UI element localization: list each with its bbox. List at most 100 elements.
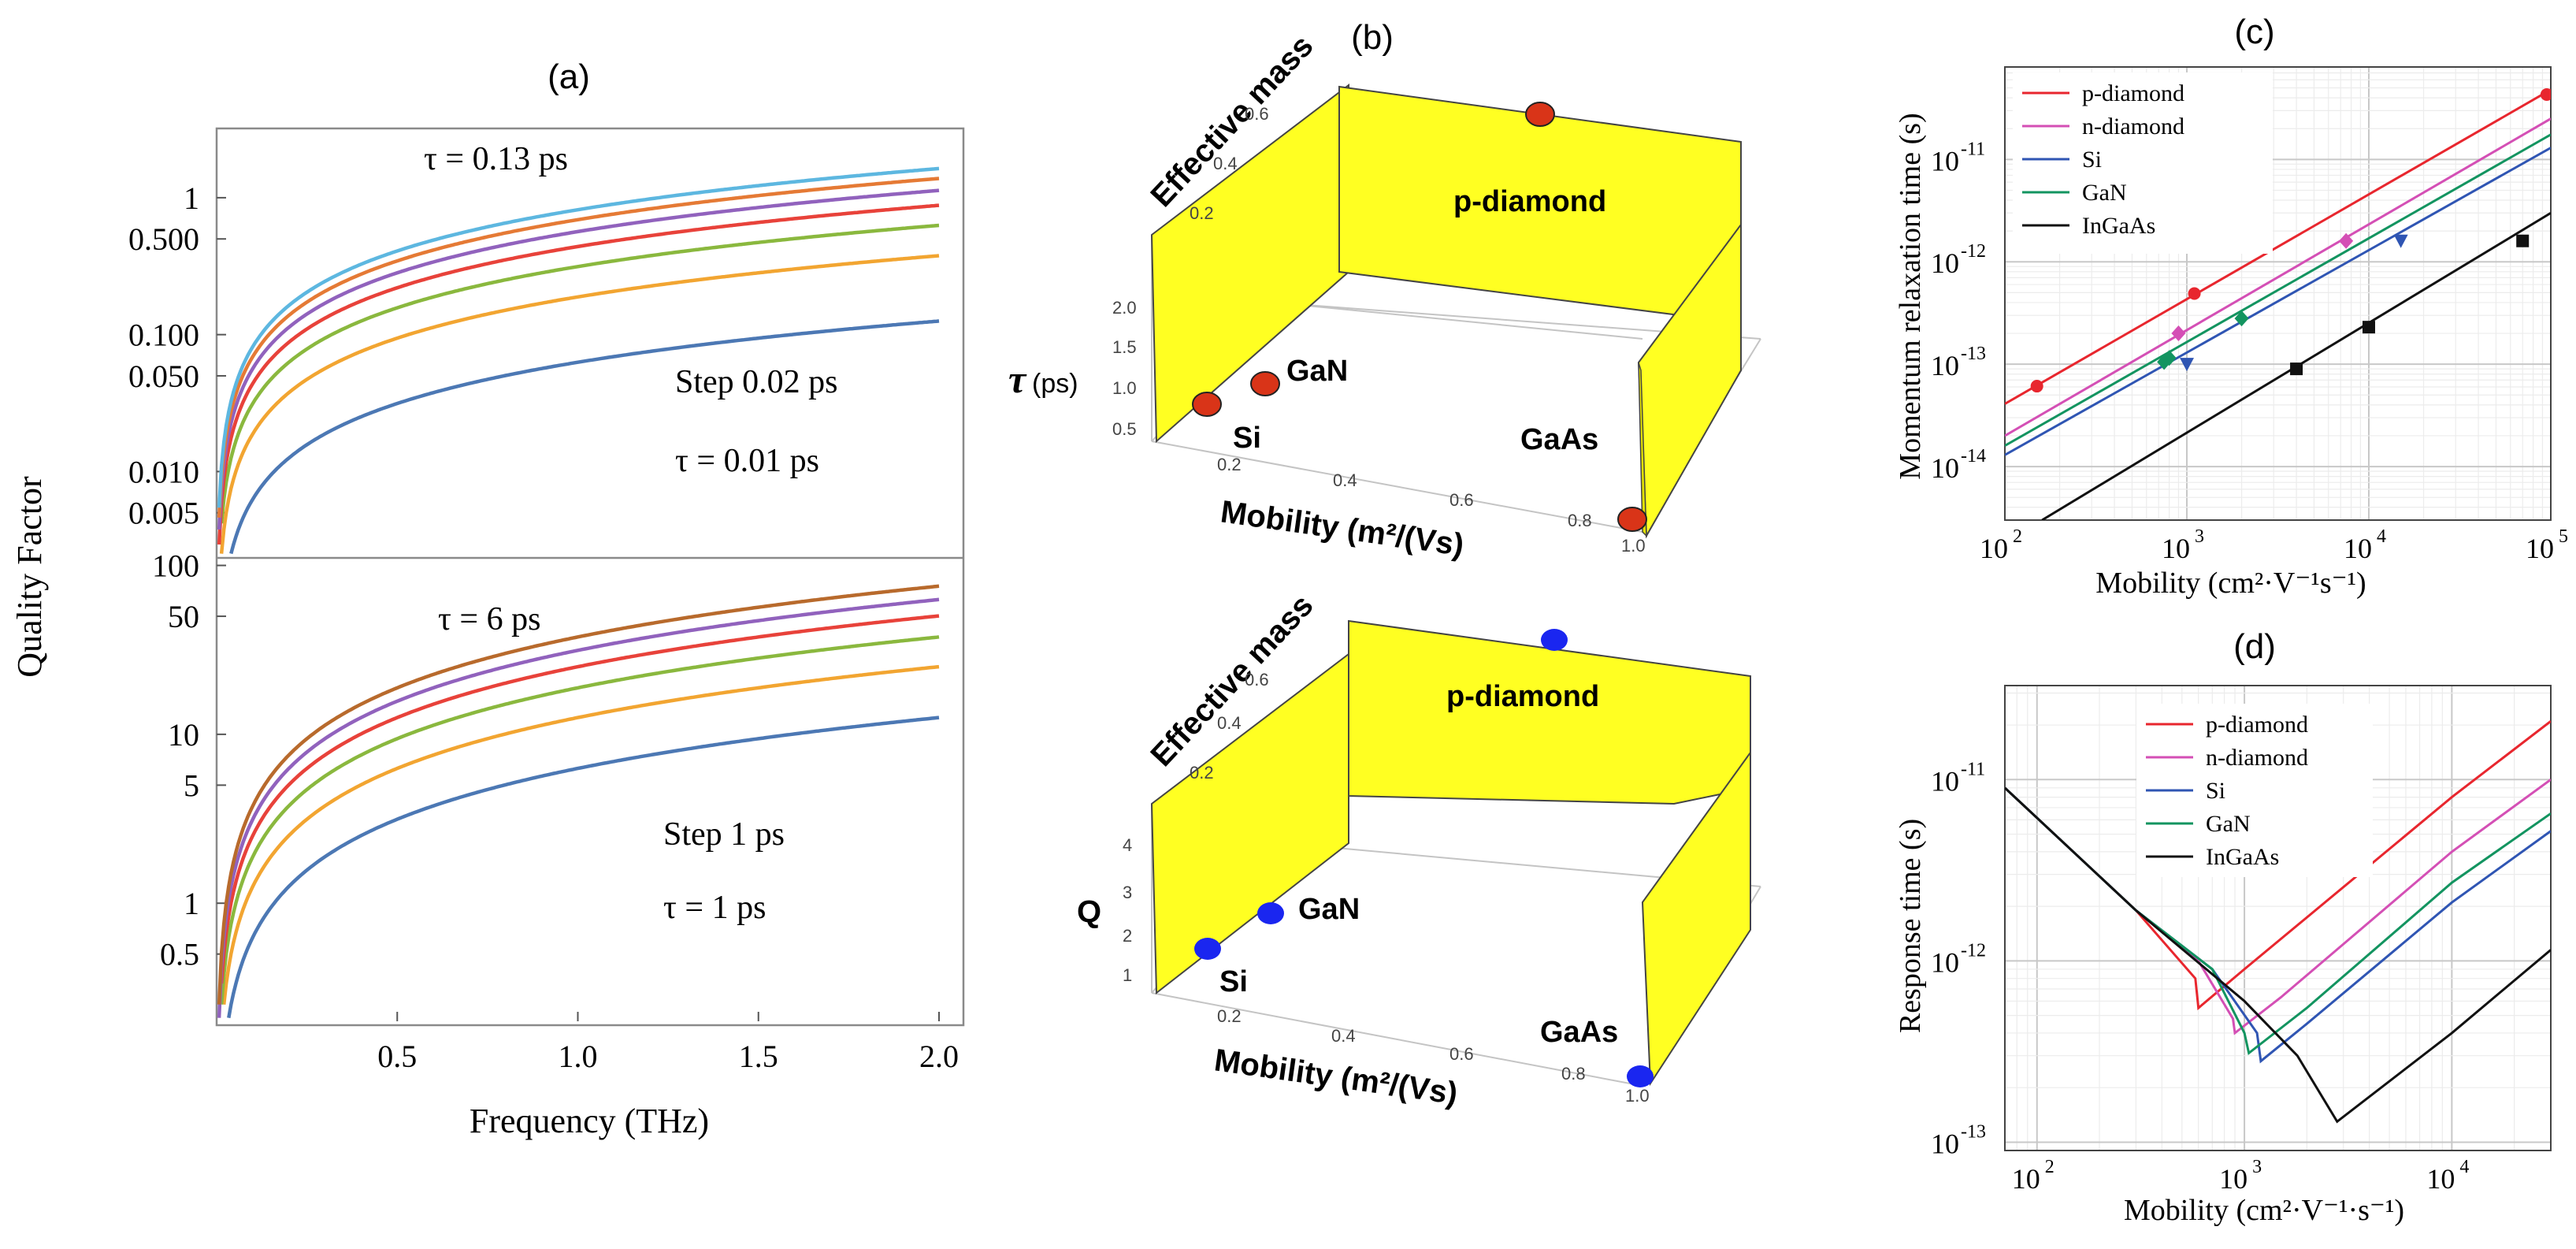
b-top-ytick-0.4: 0.4 <box>1213 154 1238 173</box>
a-series-tau-0-11-ps <box>217 177 940 519</box>
d-legend-label-si: Si <box>2206 778 2225 804</box>
c-point-si <box>2180 358 2194 372</box>
b-top-label-si: Si <box>1233 422 1261 455</box>
c-point-p-diamond <box>2188 287 2201 300</box>
c-point-ingaas <box>2516 234 2530 247</box>
panel-label-b: (b) <box>1351 18 1394 57</box>
d-xtick-exp: 2 <box>2045 1157 2054 1177</box>
c-xtick-exp: 3 <box>2195 526 2204 547</box>
c-ytick-exp: -13 <box>1961 344 1986 364</box>
a-top-annotation-step: Step 0.02 ps <box>675 364 838 400</box>
b-bottom-ytick-0.4: 0.4 <box>1217 713 1242 733</box>
b-top-label-gaas: GaAs <box>1520 423 1598 456</box>
c-ytick-exp: -14 <box>1961 446 1986 467</box>
d-xtick-label: 10 <box>2012 1163 2040 1195</box>
d-ylabel: Response time (s) <box>1894 819 1927 1033</box>
c-xlabel: Mobility (cm²·V⁻¹s⁻¹) <box>2095 567 2366 600</box>
b-bottom-ztick-3: 3 <box>1123 883 1132 902</box>
a-xlabel: Frequency (THz) <box>470 1102 709 1140</box>
b-top-ytick-0.2: 0.2 <box>1190 203 1214 223</box>
c-xtick-exp: 5 <box>2559 526 2568 547</box>
b-top-ytick-0.6: 0.6 <box>1245 104 1269 124</box>
panel-a-frame <box>215 127 965 1027</box>
b-bottom-xtick-1.0: 1.0 <box>1625 1086 1650 1106</box>
c-xtick-exp: 2 <box>2013 526 2022 547</box>
a-ytick-label: 0.005 <box>128 496 199 531</box>
c-series-group <box>2005 88 2551 520</box>
b-top-point-gaas <box>1617 507 1647 532</box>
d-series-group <box>2005 720 2551 1124</box>
a-series-tau-2-ps <box>221 664 940 1005</box>
d-ytick-label: 10 <box>1931 765 1959 797</box>
b-bottom-label-si: Si <box>1219 965 1248 998</box>
b-top-label-gan: GaN <box>1286 355 1348 388</box>
panel-d: Response time (s) Mobility (cm²·V⁻¹·s⁻¹)… <box>1894 685 2552 1227</box>
d-ytick-label: 10 <box>1931 1128 1959 1159</box>
c-point-si <box>2393 234 2408 248</box>
c-legend-label-n-diamond: n-diamond <box>2082 113 2184 139</box>
a-xtick-label: 1.5 <box>739 1039 778 1074</box>
b-bottom-ytick-0.6: 0.6 <box>1245 670 1269 690</box>
d-legend-label-n-diamond: n-diamond <box>2206 745 2308 771</box>
b-top-ztick-1.5: 1.5 <box>1112 337 1137 357</box>
a-ytick-label: 100 <box>152 548 199 584</box>
b-top-xtick-0.2: 0.2 <box>1217 455 1242 474</box>
a-top-annotation-max: τ = 0.13 ps <box>424 141 568 177</box>
b-bottom-point-gaas <box>1627 1065 1654 1087</box>
c-point-n-diamond <box>2171 325 2186 342</box>
a-ytick-label: 1 <box>184 886 199 921</box>
a-ytick-label: 0.100 <box>128 318 199 353</box>
c-point-ingaas <box>2363 321 2375 334</box>
b-bottom-ztick-4: 4 <box>1123 835 1132 855</box>
c-xtick-label: 10 <box>2344 533 2372 564</box>
c-legend-label-p-diamond: p-diamond <box>2082 80 2184 106</box>
b-bottom-ytick-0.2: 0.2 <box>1190 763 1214 782</box>
a-series-tau-0-01-ps <box>229 319 940 555</box>
b-top-xlabel: Mobility (m²/(Vs) <box>1219 494 1466 563</box>
a-ytick-label: 0.010 <box>128 454 199 489</box>
c-line-gan <box>2005 133 2551 447</box>
c-legend-label-si: Si <box>2082 147 2102 173</box>
a-bottom-annotation-min: τ = 1 ps <box>663 890 766 926</box>
d-xlabel: Mobility (cm²·V⁻¹·s⁻¹) <box>2124 1194 2404 1227</box>
d-xtick-label: 10 <box>2426 1163 2455 1195</box>
b-top-ztick-0.5: 0.5 <box>1112 419 1137 439</box>
a-ytick-label: 10 <box>168 717 199 753</box>
b-bottom-point-si <box>1194 938 1221 960</box>
a-ytick-label: 0.5 <box>160 937 199 972</box>
d-legend-label-p-diamond: p-diamond <box>2206 712 2308 738</box>
b-bottom-wall-back <box>1348 619 1751 805</box>
b-top-zlabel-unit: (ps) <box>1032 369 1078 399</box>
b-bottom-xtick-0.2: 0.2 <box>1217 1006 1242 1026</box>
a-series-tau-0-07-ps <box>217 203 940 545</box>
b-bottom-label-p-diamond: p-diamond <box>1446 680 1599 713</box>
a-series-tau-3-ps <box>219 635 940 1005</box>
b-bottom-xtick-0.8: 0.8 <box>1561 1064 1586 1084</box>
panel-label-c: (c) <box>2234 13 2274 51</box>
c-point-n-diamond <box>2339 232 2354 249</box>
b-top-xtick-0.6: 0.6 <box>1449 490 1474 510</box>
a-ytick-label: 0.500 <box>128 221 199 257</box>
b-top-wall-left <box>1150 83 1349 444</box>
c-xtick-label: 10 <box>2526 533 2554 564</box>
a-xtick-label: 1.0 <box>559 1039 598 1074</box>
b-top-xtick-0.8: 0.8 <box>1568 511 1592 530</box>
a-xtick-label: 2.0 <box>919 1039 959 1074</box>
b-bottom-xlabel: Mobility (m²/(Vs) <box>1212 1043 1460 1111</box>
c-frame <box>2004 66 2552 521</box>
a-series-tau-4-ps <box>219 614 940 984</box>
d-xtick-exp: 3 <box>2252 1157 2262 1177</box>
c-xtick-label: 10 <box>2162 533 2190 564</box>
b-bottom-ztick-2: 2 <box>1123 926 1132 946</box>
a-ylabel: Quality Factor <box>10 476 49 678</box>
panel-a: Quality Factor Frequency (THz) 0.005 0.01… <box>10 127 965 1140</box>
c-legend-label-ingaas: InGaAs <box>2082 213 2155 239</box>
c-legend-label-gan: GaN <box>2082 180 2127 206</box>
a-top-plot: 0.005 0.010 0.050 0.100 0.500 1 <box>128 166 940 555</box>
b-bottom-point-p-diamond <box>1541 629 1568 651</box>
panel-b-top: p-diamond Si GaN GaAs Effective mass 0.6… <box>1008 28 1761 563</box>
b-top-point-p-diamond <box>1525 102 1555 127</box>
a-top-annotation-min: τ = 0.01 ps <box>675 443 819 479</box>
